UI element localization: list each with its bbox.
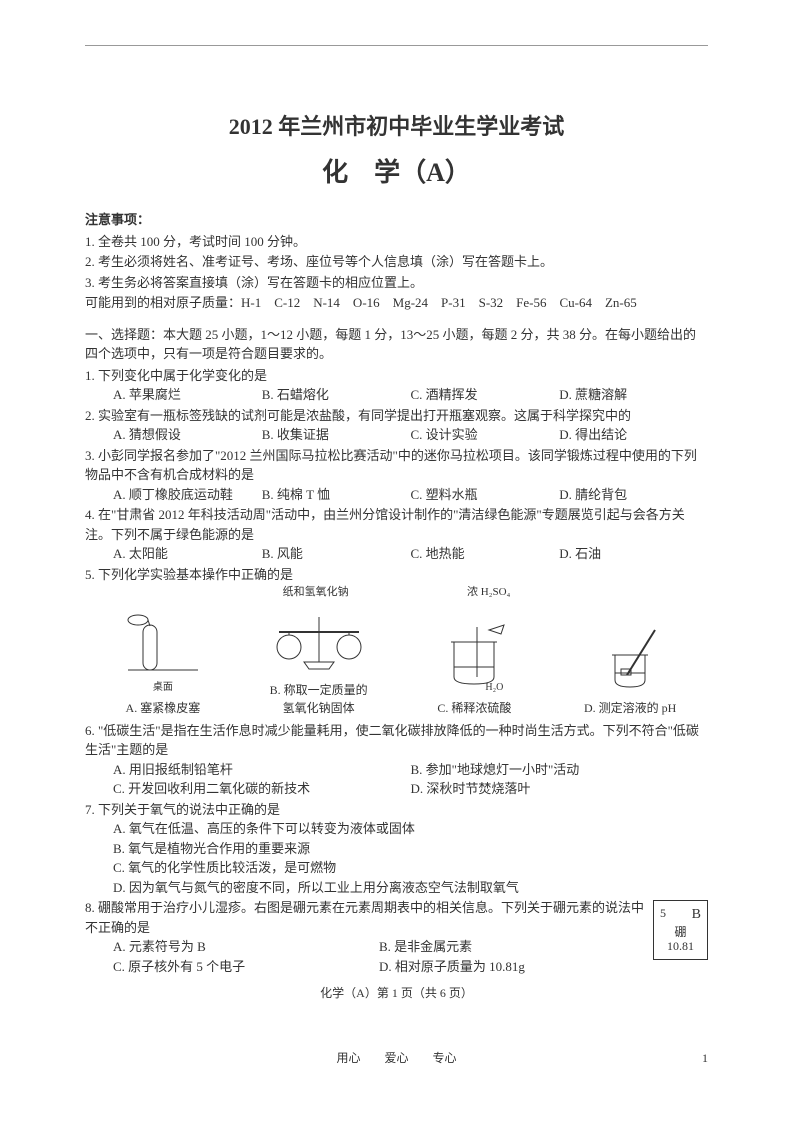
q2-opt-b: B. 收集证据	[262, 425, 411, 445]
element-mass: 10.81	[654, 937, 707, 955]
motto-footer: 用心 爱心 专心	[0, 1049, 793, 1067]
notice-heading: 注意事项：	[85, 210, 708, 230]
q3-stem: 3. 小彭同学报名参加了"2012 兰州国际马拉松比赛活动"中的迷你马拉松项目。…	[85, 446, 708, 485]
q5-caption-b: B. 称取一定质量的 氢氧化钠固体	[270, 681, 368, 717]
q4-options: A. 太阳能 B. 风能 C. 地热能 D. 石油	[85, 544, 708, 564]
test-tube-stopper-icon	[118, 610, 208, 680]
q4-stem: 4. 在"甘肃省 2012 年科技活动周"活动中，由兰州分馆设计制作的"清洁绿色…	[85, 505, 708, 544]
q3-opt-a: A. 顺丁橡胶底运动鞋	[113, 485, 262, 505]
q1-opt-c: C. 酒精挥发	[411, 385, 560, 405]
periodic-element-box: 5 B 硼 10.81	[653, 900, 708, 960]
q6-options: A. 用旧报纸制铅笔杆 B. 参加"地球熄灯一小时"活动 C. 开发回收利用二氧…	[85, 760, 708, 799]
atomic-masses: 可能用到的相对原子质量：H-1 C-12 N-14 O-16 Mg-24 P-3…	[85, 293, 708, 313]
exam-title: 2012 年兰州市初中毕业生学业考试	[85, 110, 708, 143]
q8-opt-d: D. 相对原子质量为 10.81g	[379, 957, 645, 977]
q2-opt-a: A. 猜想假设	[113, 425, 262, 445]
q5-sublabel-a: 桌面	[153, 680, 173, 695]
q2-options: A. 猜想假设 B. 收集证据 C. 设计实验 D. 得出结论	[85, 425, 708, 445]
q1-opt-a: A. 苹果腐烂	[113, 385, 262, 405]
q3-options: A. 顺丁橡胶底运动鞋 B. 纯棉 T 恤 C. 塑料水瓶 D. 腈纶背包	[85, 485, 708, 505]
section-1-heading: 一、选择题：本大题 25 小题，1～12 小题，每题 1 分，13～25 小题，…	[85, 325, 708, 364]
q8-opt-c: C. 原子核外有 5 个电子	[113, 957, 379, 977]
q1-options: A. 苹果腐烂 B. 石蜡熔化 C. 酒精挥发 D. 蔗糖溶解	[85, 385, 708, 405]
ph-test-icon	[585, 625, 675, 695]
q1-stem: 1. 下列变化中属于化学变化的是	[85, 366, 708, 386]
balance-scale-icon	[264, 607, 374, 677]
q1-opt-d: D. 蔗糖溶解	[559, 385, 708, 405]
q7-opt-a: A. 氧气在低温、高压的条件下可以转变为液体或固体	[113, 819, 708, 839]
q4-opt-b: B. 风能	[262, 544, 411, 564]
subject-title: 化 学（A）	[85, 153, 708, 192]
q6-opt-a: A. 用旧报纸制铅笔杆	[113, 760, 411, 780]
q3-opt-d: D. 腈纶背包	[559, 485, 708, 505]
q5-diagram-a: 桌面 A. 塞紧橡皮塞	[88, 607, 238, 717]
q8-opt-a: A. 元素符号为 B	[113, 937, 379, 957]
q6-stem: 6. "低碳生活"是指在生活作息时减少能量耗用，使二氧化碳排放降低的一种时尚生活…	[85, 721, 708, 760]
q5-caption-d: D. 测定溶液的 pH	[584, 699, 676, 717]
q5-diagram-c: H₂O C. 稀释浓硫酸	[400, 607, 550, 717]
notice-3: 3. 考生务必将答案直接填（涂）写在答题卡的相应位置上。	[85, 273, 708, 293]
q5-diagram-b: B. 称取一定质量的 氢氧化钠固体	[244, 607, 394, 717]
question-3: 3. 小彭同学报名参加了"2012 兰州国际马拉松比赛活动"中的迷你马拉松项目。…	[85, 446, 708, 505]
q5-label-b: 纸和氢氧化钠	[283, 584, 349, 601]
section-1-text: 一、选择题：本大题 25 小题，1～12 小题，每题 1 分，13～25 小题，…	[85, 327, 696, 362]
question-2: 2. 实验室有一瓶标签残缺的试剂可能是浓盐酸，有同学提出打开瓶塞观察。这属于科学…	[85, 406, 708, 445]
q6-opt-d: D. 深秋时节焚烧落叶	[411, 779, 709, 799]
q5-diagrams: 桌面 A. 塞紧橡皮塞 B. 称取一定质量的 氢氧化钠固体	[85, 607, 708, 717]
q7-opt-d: D. 因为氧气与氮气的密度不同，所以工业上用分离液态空气法制取氧气	[113, 878, 708, 898]
q5-label-c: 浓 H₂SO₄	[467, 584, 510, 601]
notice-1: 1. 全卷共 100 分，考试时间 100 分钟。	[85, 232, 708, 252]
q2-stem: 2. 实验室有一瓶标签残缺的试剂可能是浓盐酸，有同学提出打开瓶塞观察。这属于科学…	[85, 406, 708, 426]
q3-opt-c: C. 塑料水瓶	[411, 485, 560, 505]
question-4: 4. 在"甘肃省 2012 年科技活动周"活动中，由兰州分馆设计制作的"清洁绿色…	[85, 505, 708, 564]
q6-opt-b: B. 参加"地球熄灯一小时"活动	[411, 760, 709, 780]
q7-stem: 7. 下列关于氧气的说法中正确的是	[85, 800, 708, 820]
q5-caption-c: C. 稀释浓硫酸	[437, 699, 511, 717]
notice-2: 2. 考生必须将姓名、准考证号、考场、座位号等个人信息填（涂）写在答题卡上。	[85, 252, 708, 272]
q2-opt-d: D. 得出结论	[559, 425, 708, 445]
q5-caption-a: A. 塞紧橡皮塞	[126, 699, 201, 717]
question-7: 7. 下列关于氧气的说法中正确的是 A. 氧气在低温、高压的条件下可以转变为液体…	[85, 800, 708, 898]
q7-opt-c: C. 氧气的化学性质比较活泼，是可燃物	[113, 858, 708, 878]
q7-options: A. 氧气在低温、高压的条件下可以转变为液体或固体 B. 氧气是植物光合作用的重…	[85, 819, 708, 897]
page-info: 化学（A）第 1 页（共 6 页）	[85, 984, 708, 1002]
q8-opt-b: B. 是非金属元素	[379, 937, 645, 957]
question-6: 6. "低碳生活"是指在生活作息时减少能量耗用，使二氧化碳排放降低的一种时尚生活…	[85, 721, 708, 799]
q4-opt-d: D. 石油	[559, 544, 708, 564]
question-5: 5. 下列化学实验基本操作中正确的是 纸和氢氧化钠 浓 H₂SO₄ 桌面 A. …	[85, 565, 708, 717]
question-8: 5 B 硼 10.81 8. 硼酸常用于治疗小儿湿疹。右图是硼元素在元素周期表中…	[85, 898, 708, 976]
top-rule	[85, 45, 708, 46]
page-number: 1	[702, 1049, 708, 1067]
q5-diagram-d: D. 测定溶液的 pH	[555, 607, 705, 717]
question-1: 1. 下列变化中属于化学变化的是 A. 苹果腐烂 B. 石蜡熔化 C. 酒精挥发…	[85, 366, 708, 405]
q2-opt-c: C. 设计实验	[411, 425, 560, 445]
element-number: 5	[660, 904, 666, 922]
q7-opt-b: B. 氧气是植物光合作用的重要来源	[113, 839, 708, 859]
q5-stem: 5. 下列化学实验基本操作中正确的是	[85, 565, 708, 585]
dilute-acid-icon	[429, 622, 519, 692]
q8-stem: 8. 硼酸常用于治疗小儿湿疹。右图是硼元素在元素周期表中的相关信息。下列关于硼元…	[85, 898, 708, 937]
element-symbol: B	[692, 904, 701, 925]
q8-options: A. 元素符号为 B B. 是非金属元素 C. 原子核外有 5 个电子 D. 相…	[85, 937, 645, 976]
q1-opt-b: B. 石蜡熔化	[262, 385, 411, 405]
q6-opt-c: C. 开发回收利用二氧化碳的新技术	[113, 779, 411, 799]
q4-opt-c: C. 地热能	[411, 544, 560, 564]
q5-sublabel-c: H₂O	[485, 680, 503, 695]
q5-top-labels: 纸和氢氧化钠 浓 H₂SO₄	[85, 584, 708, 601]
q4-opt-a: A. 太阳能	[113, 544, 262, 564]
q3-opt-b: B. 纯棉 T 恤	[262, 485, 411, 505]
